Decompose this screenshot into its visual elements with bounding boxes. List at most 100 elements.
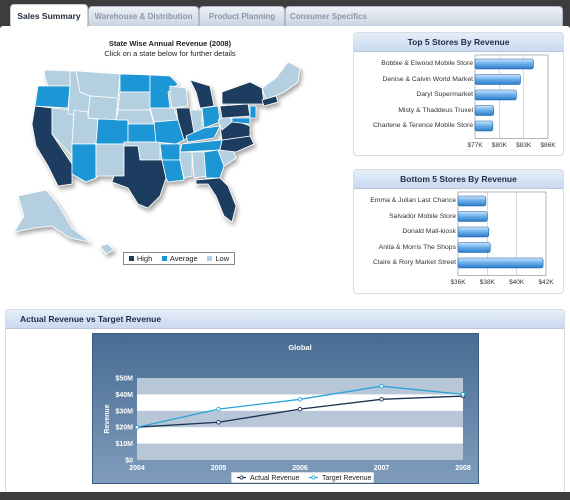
series-point[interactable] [134, 424, 140, 430]
bottom-stores-chart: Emma & Julian Last Chance Salvador Mobile… [354, 188, 565, 295]
tab-product-planning[interactable]: Product Planning [199, 6, 285, 26]
legend-series-label: Target Revenue [322, 475, 372, 482]
state-ohio[interactable] [201, 105, 221, 129]
x-tick-label: 2007 [374, 465, 390, 472]
state-north-dakota[interactable] [119, 73, 151, 93]
top-stores-chart: Bobbie & Elwood Mobile Store Denise & Cal… [354, 51, 565, 157]
y-tick-label: $0 [125, 458, 133, 465]
state-wisconsin[interactable] [169, 85, 189, 109]
tab-sales-summary[interactable]: Sales Summary [10, 4, 88, 27]
bottom-stores-plot [457, 191, 547, 276]
legend-label-high: High [136, 254, 153, 263]
tab-content: State Wise Annual Revenue (2008) Click o… [0, 26, 570, 500]
series-point[interactable] [460, 392, 466, 397]
state-arkansas[interactable] [159, 143, 181, 161]
line-legend [230, 471, 375, 483]
series-point[interactable] [297, 397, 303, 402]
series-point[interactable] [216, 420, 221, 425]
state-mississippi[interactable] [179, 151, 193, 179]
y-tick-label: $20M [115, 425, 133, 432]
legend-label-average: Average [169, 254, 198, 263]
state-new-mexico[interactable] [95, 143, 125, 179]
tab-bar: Sales Summary Warehouse & Distribution P… [8, 4, 563, 27]
bottom-stores-bar-label: Anita & Morris The Shops [378, 243, 456, 251]
state-new-jersey[interactable] [249, 105, 257, 119]
bottom-stores-bar[interactable] [457, 211, 488, 222]
state-arizona[interactable] [71, 143, 97, 183]
state-new-england[interactable] [261, 61, 301, 101]
bottom-stores-bar-label: Claire & Rory Market Street [372, 259, 456, 266]
legend-series-label: Actual Revenue [250, 475, 300, 482]
state-kansas[interactable] [127, 123, 157, 143]
top-stores-tick-label: $83K [516, 141, 532, 149]
state-wyoming[interactable] [87, 95, 119, 121]
top-stores-bar-label: Denise & Calvin World Market [382, 75, 473, 83]
state-oregon[interactable] [34, 85, 71, 109]
series-point[interactable] [379, 397, 384, 402]
top-stores-bar[interactable] [474, 58, 534, 70]
revenue-chart-area: Global $0 $10M $20M $30M $40M $50M 2004 2005 2006… [92, 333, 479, 484]
bottom-stores-bar[interactable] [457, 242, 491, 253]
bottom-stores-tick-label: $40K [509, 278, 525, 286]
top-stores-panel: Top 5 Stores By Revenue Bobbie & Elwood … [353, 32, 564, 156]
y-axis-label: Revenue [104, 404, 111, 433]
top-stores-bar[interactable] [474, 74, 521, 85]
state-colorado[interactable] [95, 118, 129, 145]
us-state-map[interactable] [0, 56, 345, 276]
bottom-stores-bar[interactable] [457, 257, 544, 269]
legend-marker [311, 475, 316, 480]
bottom-stores-bar[interactable] [457, 195, 487, 207]
legend-item-high: High [128, 254, 153, 263]
status-strip [0, 492, 570, 500]
legend-swatch-low [207, 256, 213, 261]
top-stores-bar-label: Bobbie & Elwood Mobile Store [381, 60, 473, 67]
line-chart-title: Global [288, 343, 311, 352]
series-point[interactable] [379, 383, 384, 389]
state-maryland[interactable] [231, 117, 251, 125]
state-kentucky[interactable] [185, 125, 221, 143]
top-stores-bar-label: Misty & Thaddeus Truxel [398, 106, 473, 114]
top-stores-header: Top 5 Stores By Revenue [354, 33, 563, 52]
state-missouri[interactable] [153, 119, 185, 145]
tab-warehouse-distribution[interactable]: Warehouse & Distribution [88, 6, 199, 26]
state-georgia[interactable] [203, 149, 225, 179]
bottom-stores-tick-label: $42K [538, 278, 554, 286]
state-hawaii[interactable] [99, 243, 115, 255]
y-tick-label: $30M [115, 408, 133, 415]
line-plot-band [137, 443, 463, 460]
top-stores-bar[interactable] [474, 89, 517, 101]
map-legend: High Average Low [123, 252, 235, 265]
revenue-header: Actual Revenue vs Target Revenue [6, 310, 564, 329]
top-stores-tick-label: $80K [491, 141, 507, 149]
state-louisiana[interactable] [161, 159, 185, 183]
series-point[interactable] [297, 406, 303, 412]
map-panel: State Wise Annual Revenue (2008) Click o… [0, 26, 345, 296]
state-south-dakota[interactable] [117, 91, 151, 111]
series-point[interactable] [216, 406, 221, 412]
state-iowa[interactable] [149, 107, 179, 123]
revenue-line-chart: Global $0 $10M $20M $30M $40M $50M 2004 2005 2006… [104, 343, 471, 483]
tab-consumer-specifics[interactable]: Consumer Specifics [285, 6, 563, 26]
bottom-stores-bar-label: Salvador Mobile Store [389, 212, 456, 220]
bottom-stores-tick-label: $36K [450, 278, 466, 286]
top-stores-bar-label: Charlene & Terence Mobile Store [373, 122, 473, 129]
state-new-york[interactable] [221, 81, 265, 105]
state-pennsylvania[interactable] [219, 103, 251, 119]
x-tick-label: 2006 [292, 465, 308, 472]
state-connecticut[interactable] [261, 95, 279, 107]
bottom-stores-bar[interactable] [457, 226, 490, 238]
state-washington[interactable] [43, 69, 71, 87]
line-plot-band [137, 378, 463, 395]
top-stores-bar[interactable] [474, 105, 494, 116]
state-michigan[interactable] [189, 79, 215, 109]
state-texas[interactable] [111, 145, 167, 209]
legend-swatch-average [161, 256, 167, 261]
map-subtitle: Click on a state below for further detai… [104, 49, 236, 58]
bottom-stores-panel: Bottom 5 Stores By Revenue Emma & Julian… [353, 169, 564, 294]
top-stores-tick-label: $86K [540, 141, 556, 149]
bottom-stores-bar-label: Donald Mall-kiosk [402, 228, 456, 235]
top-stores-bar[interactable] [474, 120, 494, 132]
state-alaska[interactable] [13, 189, 91, 243]
state-florida[interactable] [195, 177, 237, 223]
